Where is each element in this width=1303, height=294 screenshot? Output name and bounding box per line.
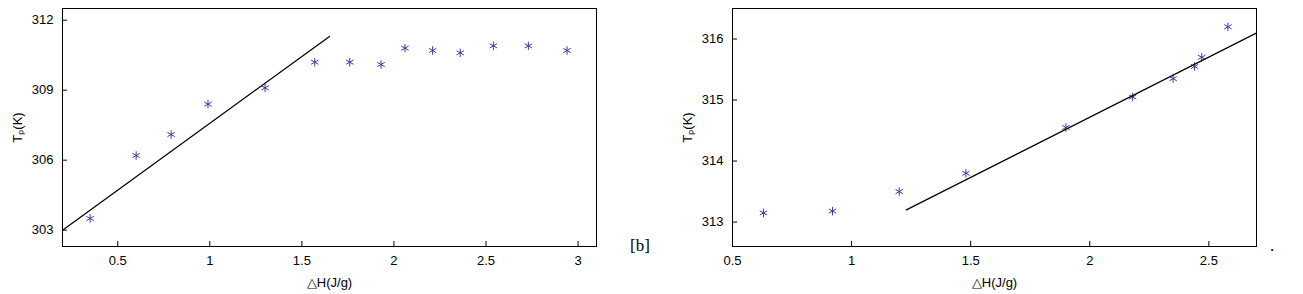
svg-text:1.5: 1.5 <box>293 253 311 268</box>
svg-text:312: 312 <box>32 12 54 27</box>
svg-text:0.5: 0.5 <box>723 253 741 268</box>
svg-text:2: 2 <box>390 253 397 268</box>
svg-text:1: 1 <box>206 253 213 268</box>
svg-text:△H(J/g): △H(J/g) <box>307 275 352 290</box>
svg-text:315: 315 <box>702 92 724 107</box>
svg-text:2.5: 2.5 <box>1200 253 1218 268</box>
html-text:[b]: [b] <box>630 236 650 255</box>
svg-text:2: 2 <box>1086 253 1093 268</box>
svg-text:2.5: 2.5 <box>477 253 495 268</box>
svg-text:△H(J/g): △H(J/g) <box>972 275 1017 290</box>
svg-text:0.5: 0.5 <box>109 253 127 268</box>
svg-text:1: 1 <box>848 253 855 268</box>
svg-text:314: 314 <box>702 153 724 168</box>
svg-text:Tₚ(K): Tₚ(K) <box>10 112 26 142</box>
svg-text:306: 306 <box>32 152 54 167</box>
svg-text:316: 316 <box>702 31 724 46</box>
svg-text:313: 313 <box>702 214 724 229</box>
svg-text:Tₚ(K): Tₚ(K) <box>680 112 696 142</box>
svg-text:303: 303 <box>32 222 54 237</box>
svg-text:1.5: 1.5 <box>962 253 980 268</box>
svg-text:309: 309 <box>32 82 54 97</box>
svg-text:3: 3 <box>574 253 581 268</box>
